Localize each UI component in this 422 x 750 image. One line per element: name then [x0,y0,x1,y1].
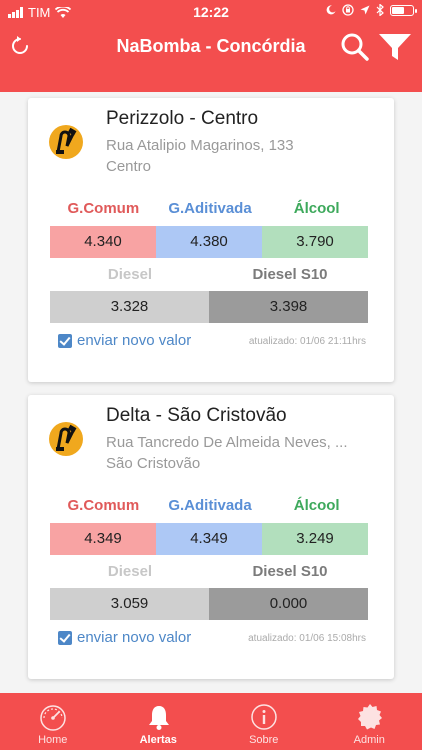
station-name: Perizzolo - Centro [106,108,259,129]
signal-icon [8,7,23,18]
label-alcool: Álcool [293,200,340,217]
location-icon [360,5,370,15]
fuel-labels-row: Diesel Diesel S10 [50,266,370,288]
status-right [326,4,417,16]
send-new-value-label: enviar novo valor [77,332,192,349]
tab-bar: Home Alertas Sobre Admin [0,693,422,750]
price-gasolina-aditivada: 4.349 [156,523,262,555]
page-title: NaBomba - Concórdia [116,36,306,56]
fuel-labels-row: Diesel Diesel S10 [50,563,370,585]
send-new-value-label: enviar novo valor [77,629,192,646]
station-card[interactable]: Delta - São Cristovão Rua Tancredo De Al… [28,395,394,679]
price-row: 4.349 4.349 3.249 [50,523,368,555]
label-diesel: Diesel [107,563,153,580]
price-row: 3.059 0.000 [50,588,368,620]
label-diesel-s10: Diesel S10 [252,266,328,283]
moon-icon [326,5,336,15]
lock-rotation-icon [342,4,354,16]
label-gasolina-comum: G.Comum [67,200,140,217]
price-gasolina-comum: 4.349 [50,523,156,555]
tab-alertas[interactable]: Alertas [106,693,212,750]
updated-timestamp: atualizado: 01/06 21:11hrs [248,336,366,347]
info-icon [251,704,277,730]
navigation-bar: NaBomba - Concórdia [0,24,422,70]
bell-icon [148,706,169,730]
price-diesel: 3.059 [50,588,209,620]
tab-label: Sobre [249,734,279,746]
price-alcool: 3.790 [262,226,368,258]
badge-icon [357,704,382,730]
address-street: Rua Tancredo De Almeida Neves, ... [106,434,348,451]
label-gasolina-comum: G.Comum [67,497,140,514]
top-bar: TIM 12:22 NaBomba - Concórdia [0,0,422,92]
label-diesel: Diesel [107,266,153,283]
wifi-icon [55,6,72,18]
station-address: Rua Atalipio Magarinos, 133 Centro [106,135,376,177]
label-gasolina-aditivada: G.Aditivada [168,497,252,514]
address-district: Centro [106,158,152,175]
tab-admin[interactable]: Admin [317,693,422,750]
carrier-label: TIM [28,5,51,20]
refresh-icon[interactable] [8,34,32,58]
status-bar: TIM 12:22 [0,0,422,24]
filter-icon[interactable] [378,32,412,62]
updated-timestamp: atualizado: 01/06 15:08hrs [248,633,366,644]
tab-label: Alertas [139,734,177,746]
price-gasolina-aditivada: 4.380 [156,226,262,258]
fuel-labels-row: G.Comum G.Aditivada Álcool [50,200,370,222]
price-diesel: 3.328 [50,291,209,323]
send-new-value-link[interactable]: enviar novo valor [58,332,191,349]
price-gasolina-comum: 4.340 [50,226,156,258]
price-alcool: 3.249 [262,523,368,555]
search-icon[interactable] [340,32,370,62]
price-diesel-s10: 3.398 [209,291,368,323]
fuel-labels-row: G.Comum G.Aditivada Álcool [50,497,370,519]
label-diesel-s10: Diesel S10 [252,563,328,580]
send-new-value-link[interactable]: enviar novo valor [58,629,191,646]
price-row: 4.340 4.380 3.790 [50,226,368,258]
tab-label: Admin [353,734,385,746]
label-gasolina-aditivada: G.Aditivada [168,200,252,217]
status-left: TIM [8,5,72,20]
speedometer-icon [40,705,66,731]
tab-home[interactable]: Home [0,693,106,750]
checkbox-icon [58,630,72,645]
price-diesel-s10: 0.000 [209,588,368,620]
battery-icon [390,4,417,16]
checkbox-icon [58,333,72,348]
tab-label: Home [38,734,68,746]
address-street: Rua Atalipio Magarinos, 133 [106,137,294,154]
station-name: Delta - São Cristovão [106,405,287,426]
fuel-pump-icon [49,125,83,159]
tab-sobre[interactable]: Sobre [211,693,317,750]
fuel-pump-icon [49,422,83,456]
status-time: 12:22 [193,4,229,20]
label-alcool: Álcool [293,497,340,514]
bluetooth-icon [376,4,384,16]
address-district: São Cristovão [106,455,201,472]
station-card[interactable]: Perizzolo - Centro Rua Atalipio Magarino… [28,98,394,382]
station-address: Rua Tancredo De Almeida Neves, ... São C… [106,432,376,474]
price-row: 3.328 3.398 [50,291,368,323]
